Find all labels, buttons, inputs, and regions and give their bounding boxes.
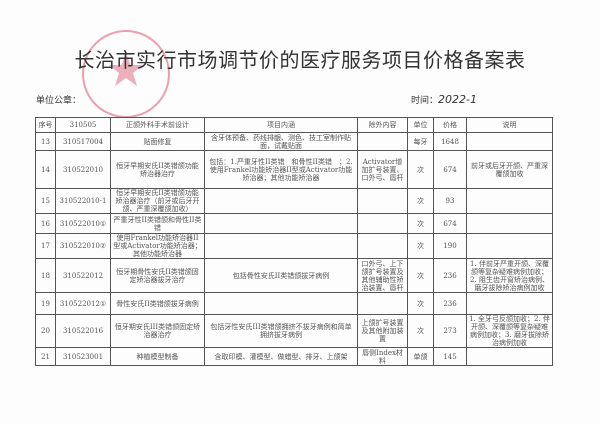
cell-content <box>204 188 358 214</box>
cell-price: 273 <box>433 314 467 348</box>
cell-name: 恒牙期安氏III类错颌固定矫治器治疗 <box>110 314 205 348</box>
cell-excl <box>357 132 408 151</box>
cell-no: 14 <box>35 150 56 189</box>
time-label: 时间： <box>411 96 439 106</box>
cell-note <box>466 132 553 151</box>
cell-content <box>204 213 358 234</box>
cell-unit: 次 <box>407 188 434 214</box>
cell-note: 1. 伴前牙严重开颌、深覆颌等复杂疑难病例加收；2. 阻生齿开窗矫治病例、磨牙拔… <box>466 258 553 293</box>
cell-content <box>204 292 358 315</box>
cell-unit: 次 <box>407 213 434 234</box>
cell-excl <box>357 292 408 315</box>
header-cell: 序号 <box>35 117 56 133</box>
table-row: 13 310517004 贴面修复 含牙体预备、药线排龈、测色、技工室制作贴面，试戴贴… <box>35 132 553 151</box>
cell-price: 93 <box>433 188 467 214</box>
cell-note <box>466 292 553 315</box>
cell-price: 674 <box>433 213 467 234</box>
cell-no: 15 <box>35 188 56 214</box>
cell-code: 310522010① <box>55 213 111 234</box>
cell-unit: 次 <box>407 292 434 315</box>
unit-seal-label: 单位公章： <box>36 96 82 106</box>
header-cell: 除外内容 <box>357 117 408 133</box>
cell-no: 13 <box>35 132 56 151</box>
table-row: 15 310522010-1 恒牙早期安氏II类错颌功能矫治器治疗（前牙或后牙开颌、… <box>35 188 553 214</box>
cell-content <box>204 233 358 259</box>
table-row: 19 310522012① 骨性安氏II类错颌拔牙病例 次 236 <box>35 292 553 315</box>
cell-code: 310522012① <box>55 292 111 315</box>
header-cell: 价格 <box>433 117 467 133</box>
cell-note <box>466 188 553 214</box>
cell-code: 310517004 <box>55 132 111 151</box>
cell-excl: 上颌扩号装置及其他附加装置 <box>357 314 408 348</box>
header-cell: 项目内涵 <box>204 117 358 133</box>
cell-unit: 次 <box>407 258 434 293</box>
cell-note <box>466 347 553 366</box>
cell-code: 310522010 <box>55 150 111 189</box>
cell-note: 前牙或后牙开颌、严重深覆颌加收 <box>466 150 553 189</box>
cell-price: 236 <box>433 292 467 315</box>
cell-name: 使用Frankel功能矫治器II型或Activator功能矫治器；其他功能矫治器 <box>110 233 205 259</box>
cell-content: 包括骨性安氏II类错颌拔牙病例 <box>204 258 358 293</box>
cell-name: 恒牙期骨性安氏II类错颌固定矫治器拔牙治疗 <box>110 258 205 293</box>
table-row: 21 310523001 种植模型制备 含取印模、灌模型、做蜡型、排牙、上颌架 唇侧In… <box>35 347 553 366</box>
cell-no: 19 <box>35 292 56 315</box>
cell-price: 145 <box>433 347 467 366</box>
cell-note <box>466 213 553 234</box>
time-field: 时间：2022-1 <box>411 93 477 106</box>
cell-unit: 次 <box>407 150 434 189</box>
cell-note: 1. 全牙弓反颌加收；2. 伴开颌、深覆颌等复杂疑难病例加收；3. 磨牙拔除矫治… <box>466 314 553 348</box>
table-row: 17 310522010② 使用Frankel功能矫治器II型或Activator功… <box>35 233 553 259</box>
cell-price: 674 <box>433 150 467 189</box>
cell-content: 含取印模、灌模型、做蜡型、排牙、上颌架 <box>204 347 358 366</box>
cell-excl: 唇侧Index材料 <box>357 347 408 366</box>
cell-code: 310522016 <box>55 314 111 348</box>
cell-unit: 每牙 <box>407 132 434 151</box>
cell-no: 21 <box>35 347 56 366</box>
cell-name: 骨性安氏II类错颌拔牙病例 <box>110 292 205 315</box>
cell-unit: 单颌 <box>407 347 434 366</box>
header-cell: 说明 <box>466 117 553 133</box>
cell-code: 310522012 <box>55 258 111 293</box>
cell-content: 含牙体预备、药线排龈、测色、技工室制作贴面，试戴贴面 <box>204 132 358 151</box>
page-title: 长治市实行市场调节价的医疗服务项目价格备案表 <box>74 48 526 72</box>
cell-code: 310522010② <box>55 233 111 259</box>
cell-code: 310522010-1 <box>55 188 111 214</box>
cell-note <box>466 233 553 259</box>
cell-excl: Activator增加扩号装置、口外弓、唇杆 <box>357 150 408 189</box>
cell-code: 310523001 <box>55 347 111 366</box>
cell-unit: 次 <box>407 314 434 348</box>
cell-excl: 口外弓、上下颌扩号装置及其他辅助性矫治装置、唇杆 <box>357 258 408 293</box>
cell-excl <box>357 188 408 214</box>
cell-name: 种植模型制备 <box>110 347 205 366</box>
cell-content: 包括：1.严重牙性II类错 和骨性II类错 ；2.使用Frankel功能矫治器I… <box>204 150 358 189</box>
header-cell: 正颌外科手术前设计 <box>110 117 205 133</box>
cell-name: 贴面修复 <box>110 132 205 151</box>
cell-no: 20 <box>35 314 56 348</box>
cell-excl <box>357 213 408 234</box>
cell-name: 恒牙早期安氏II类错颌功能矫治器治疗（前牙或后牙开颌、严重深覆颌加收） <box>110 188 205 214</box>
cell-price: 190 <box>433 233 467 259</box>
cell-no: 18 <box>35 258 56 293</box>
cell-no: 16 <box>35 213 56 234</box>
table-row: 16 310522010① 严重牙性II类错颌和骨性II类错 次 674 <box>35 213 553 234</box>
table-row: 18 310522012 恒牙期骨性安氏II类错颌固定矫治器拔牙治疗 包括骨性安氏II… <box>35 258 553 293</box>
cell-unit: 次 <box>407 233 434 259</box>
cell-content: 包括牙性安氏III类错颌拥挤不拔牙病例和简单拥挤拔牙病例 <box>204 314 358 348</box>
cell-name: 严重牙性II类错颌和骨性II类错 <box>110 213 205 234</box>
header-cell: 310505 <box>55 117 111 133</box>
table-header: 序号 310505 正颌外科手术前设计 项目内涵 除外内容 单位 价格 说明 <box>35 117 553 133</box>
table-row: 20 310522016 恒牙期安氏III类错颌固定矫治器治疗 包括牙性安氏III类错… <box>35 314 553 348</box>
cell-name: 恒牙早期安氏II类错颌功能矫治器治疗 <box>110 150 205 189</box>
cell-excl <box>357 233 408 259</box>
time-value: 2022-1 <box>438 93 477 106</box>
cell-no: 17 <box>35 233 56 259</box>
header-cell: 单位 <box>407 117 434 133</box>
table-row: 14 310522010 恒牙早期安氏II类错颌功能矫治器治疗 包括：1.严重牙性II… <box>35 150 553 189</box>
price-table: 序号 310505 正颌外科手术前设计 项目内涵 除外内容 单位 价格 说明 13 310517… <box>35 117 553 366</box>
cell-price: 236 <box>433 258 467 293</box>
cell-price: 1648 <box>433 132 467 151</box>
